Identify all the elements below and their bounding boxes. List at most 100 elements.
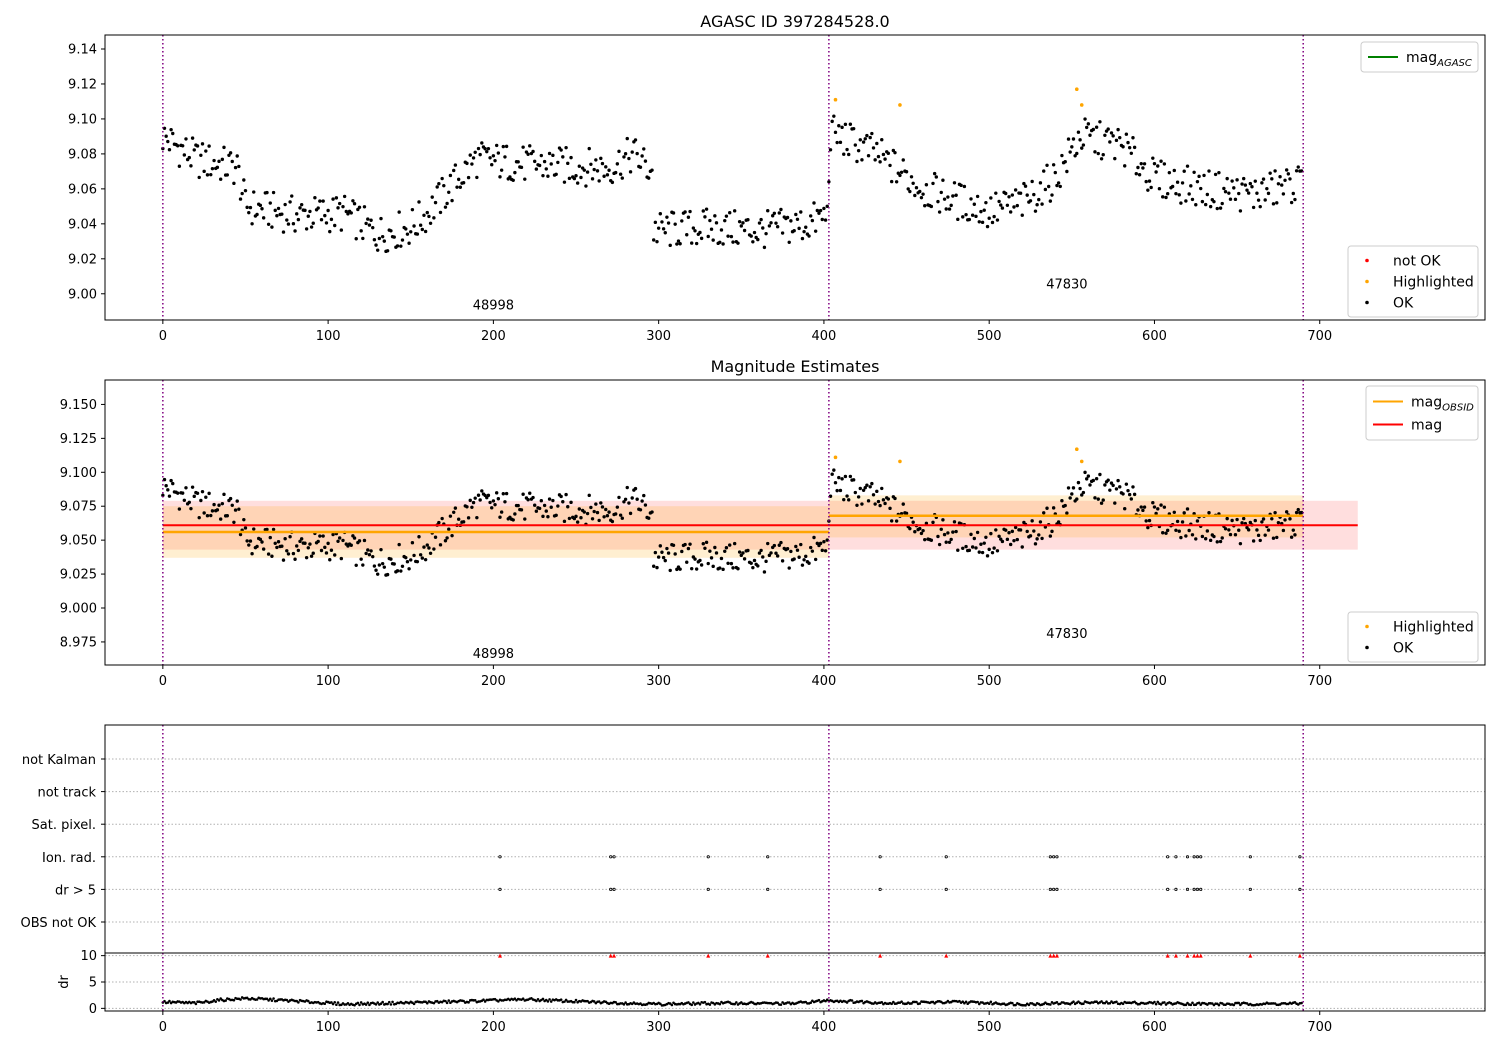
ok-point [769,221,773,225]
dr-point [573,1000,576,1004]
ok-point [328,229,332,234]
ok-point [409,558,413,562]
ok-point [807,561,811,565]
ok-point [513,170,517,175]
ok-point [465,505,469,509]
ok-point [1261,517,1266,521]
ok-point [417,535,421,539]
dr-point [166,1001,170,1004]
ok-point [275,545,279,550]
ok-point [797,555,801,559]
ok-point [1253,179,1257,183]
ok-point [1136,165,1140,170]
ok-point [453,506,458,510]
flag-marker [1048,887,1052,892]
ok-point [176,144,180,148]
ok-point [1167,170,1172,175]
dr-point [698,1002,702,1006]
dr-point [268,997,272,1001]
ok-point [709,556,714,560]
ok-point [951,194,955,198]
ok-point [724,214,729,218]
panel-magnitude-estimates: Magnitude Estimates 48998 47830 0 100 200 300 4… [60,357,1486,689]
dr-point [989,1000,993,1004]
flag-marker [498,855,502,859]
ok-point [1075,151,1079,156]
ok-point [866,499,871,503]
ok-point [1185,507,1190,511]
ok-point [539,153,544,158]
ok-point [352,536,357,540]
ok-point [751,565,755,570]
ok-point [1111,483,1115,488]
obsid-label: 47830 [1046,627,1087,642]
ok-point [918,526,922,531]
dr-point [1115,1000,1118,1004]
ok-point [774,221,778,225]
ok-point [448,173,453,178]
x-tick-label: 0 [159,329,167,344]
ok-point [901,502,905,506]
ok-point [533,159,537,164]
x-tick-label: 200 [481,674,506,689]
ok-point [656,226,661,230]
ok-point [701,542,705,546]
ok-point [341,204,345,209]
ok-point [1142,505,1147,509]
ok-point [200,142,205,146]
ok-point [309,225,314,229]
ok-point [361,236,365,241]
ok-point [554,172,558,177]
ok-point [281,230,286,234]
ok-point [982,208,986,212]
ok-point [313,195,317,200]
ok-point [428,221,433,225]
ok-point [1164,195,1168,200]
ok-point [615,162,620,166]
dr-point [900,1000,903,1003]
ok-point [1161,531,1165,535]
ok-point [1251,539,1256,543]
ok-point [252,527,256,531]
ok-point [630,150,634,154]
x-tick-label: 200 [481,1020,506,1035]
ok-point [804,554,808,559]
ok-point [1205,529,1210,533]
ok-point [638,508,643,512]
y-tick-label: 9.075 [60,500,97,515]
ok-point [1258,204,1262,209]
ok-point [956,217,960,222]
ok-point [1230,179,1234,183]
flag-marker [1048,855,1052,859]
ok-point [822,540,826,544]
ok-point [1288,177,1292,181]
ok-point [894,519,899,523]
ok-point [974,214,978,219]
dr-point [1191,1001,1194,1005]
flag-marker [1192,887,1196,892]
ok-point [673,552,677,556]
ok-point [1045,163,1049,167]
ok-point [1156,507,1160,511]
ok-point [719,228,724,232]
ok-point [1207,511,1211,515]
y-tick-label: 0 [89,1002,97,1017]
ok-point [357,539,362,543]
dr-point [890,1002,893,1006]
ok-point [1233,532,1238,537]
dr-point [809,1001,813,1005]
ok-point [802,229,806,234]
dr-point [445,1001,449,1005]
dr-high-marker [1051,953,1056,958]
ok-point [1086,122,1091,126]
ok-point [1050,529,1054,534]
ok-point [658,212,663,216]
ok-point [556,504,560,508]
flag-marker [1199,887,1203,892]
highlighted-point [1079,459,1084,464]
ok-point [607,510,611,514]
dr-point [1108,1002,1112,1005]
ok-point [736,567,740,571]
ok-point [447,527,451,531]
ok-point [650,168,654,172]
